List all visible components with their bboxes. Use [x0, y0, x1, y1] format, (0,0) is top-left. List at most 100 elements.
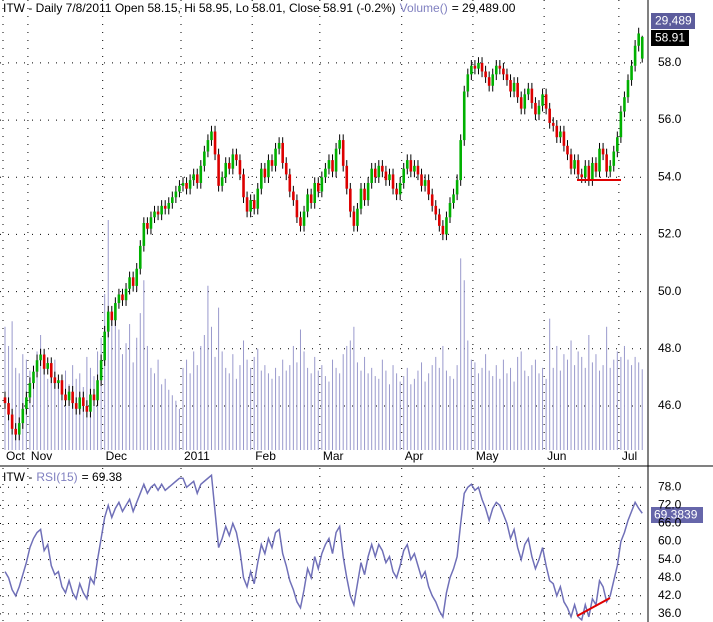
candle-body — [7, 403, 10, 415]
candle-body — [630, 65, 633, 81]
candle-body — [512, 82, 516, 92]
candle-body — [576, 160, 580, 175]
candle-body — [459, 140, 462, 181]
candle-body — [601, 148, 605, 155]
price-layer — [3, 27, 644, 441]
rsi-line — [4, 473, 643, 622]
candle-body — [74, 403, 78, 409]
candle-body — [409, 160, 413, 172]
candle-body — [299, 217, 302, 226]
candle-body — [580, 174, 584, 178]
candle-body — [405, 160, 409, 169]
candle-body — [71, 391, 74, 404]
candle-body — [359, 188, 363, 209]
candle-body — [256, 188, 260, 209]
candle-body — [587, 165, 591, 181]
candle-body — [334, 148, 338, 172]
candle-body — [92, 394, 96, 401]
x-tick-label: Dec — [106, 449, 127, 463]
candle-body — [188, 180, 192, 189]
rsi-readout: = 69.38 — [82, 470, 123, 484]
candle-body — [349, 188, 352, 212]
candle-body — [260, 168, 263, 189]
candle-body — [295, 200, 299, 218]
candle-body — [149, 217, 153, 229]
candle-body — [277, 142, 281, 149]
y-tick-label: 48.0 — [658, 570, 682, 584]
candle-body — [114, 303, 117, 321]
candle-body — [78, 397, 82, 409]
candle-body — [245, 197, 249, 212]
candle-body — [224, 162, 228, 178]
candle-body — [17, 423, 21, 435]
candle-body — [559, 131, 562, 138]
rsi-box — [651, 507, 703, 523]
candle-body — [569, 154, 573, 169]
candle-body — [608, 165, 612, 172]
candle-body — [185, 182, 188, 189]
candle-body — [484, 71, 487, 78]
candle-body — [491, 74, 495, 86]
candle-body — [178, 185, 181, 192]
candle-body — [14, 428, 17, 435]
x-tick-label: Apr — [405, 449, 424, 463]
candle-body — [96, 380, 99, 401]
y-tick-label: 42.0 — [658, 588, 682, 602]
candle-body — [181, 182, 185, 186]
candle-body — [551, 122, 555, 126]
candle-body — [32, 371, 35, 384]
candle-body — [370, 168, 373, 183]
y-tick-label: 54.0 — [658, 169, 682, 183]
candle-body — [242, 174, 245, 198]
candle-body — [103, 331, 106, 361]
candle-body — [583, 165, 587, 178]
candle-body — [555, 125, 559, 138]
candle-body — [616, 137, 619, 152]
candle-body — [331, 160, 334, 172]
candle-body — [395, 188, 398, 195]
candle-body — [416, 165, 420, 175]
rsi-box-label: 69.3839 — [654, 508, 698, 522]
candle-body — [135, 268, 139, 286]
x-tick-label: Oct — [6, 449, 25, 463]
candle-body — [445, 217, 448, 235]
rsi-prefix: ITW - — [3, 470, 32, 484]
candle-body — [238, 160, 242, 175]
candle-body — [263, 168, 267, 178]
candle-body — [541, 94, 544, 106]
y-tick-label: 46.0 — [658, 398, 682, 412]
candle-body — [167, 202, 171, 209]
candle-body — [626, 80, 630, 98]
candle-body — [53, 377, 57, 384]
y-tick-label: 48.0 — [658, 341, 682, 355]
volume-readout: = 29,489.00 — [452, 1, 516, 15]
candle-body — [142, 222, 146, 246]
candle-body — [156, 211, 160, 215]
candle-body — [292, 191, 295, 201]
candle-body — [534, 102, 537, 115]
candle-body — [21, 408, 25, 424]
candle-body — [274, 148, 277, 166]
candle-body — [210, 131, 213, 141]
candle-body — [124, 288, 128, 301]
candle-body — [281, 142, 284, 163]
y-tick-label: 54.0 — [658, 552, 682, 566]
candle-body — [82, 397, 85, 406]
candle-body — [338, 140, 341, 149]
candle-body — [470, 65, 473, 75]
candle-body — [352, 211, 356, 226]
candle-body — [213, 131, 217, 155]
close-box — [651, 30, 689, 46]
candle-body — [623, 97, 626, 112]
candle-body — [373, 168, 377, 178]
candle-body — [341, 140, 345, 166]
candle-body — [452, 194, 455, 203]
candle-body — [527, 88, 530, 95]
candle-body — [420, 174, 423, 186]
candle-body — [163, 205, 167, 209]
candle-body — [252, 200, 256, 209]
candle-body — [516, 82, 519, 98]
candle-body — [566, 145, 569, 155]
